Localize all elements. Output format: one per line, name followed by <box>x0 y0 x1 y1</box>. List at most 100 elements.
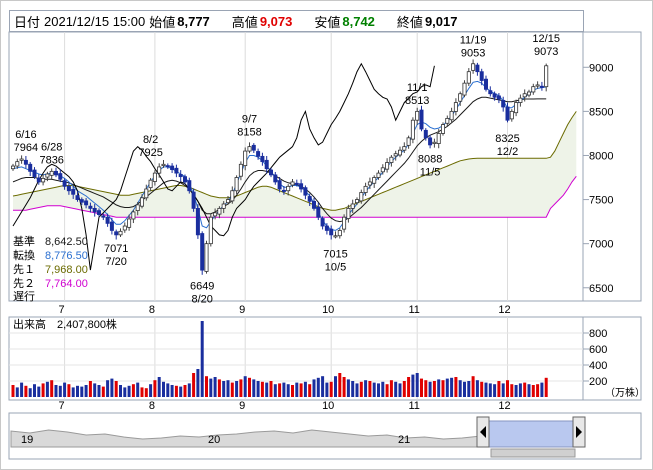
candle <box>436 129 441 149</box>
price-annotation: 11/1 <box>407 82 428 94</box>
volume-bar <box>226 380 230 397</box>
price-annotation: 8/20 <box>191 294 212 306</box>
candle-body <box>492 93 497 98</box>
volume-bar <box>295 382 299 397</box>
price-annotation: 9073 <box>534 46 558 58</box>
candle-body <box>376 172 381 178</box>
navigator-window[interactable] <box>484 420 577 448</box>
candle-body <box>342 216 347 230</box>
candle <box>393 150 398 161</box>
candle-body <box>251 144 256 151</box>
volume-bar <box>45 381 49 397</box>
candle-body <box>84 200 89 206</box>
candle <box>79 197 84 206</box>
candle <box>139 194 144 209</box>
volume-bar <box>514 385 518 397</box>
volume-bar <box>256 381 260 397</box>
navigator-year-label: 21 <box>398 434 410 446</box>
candle <box>238 161 243 181</box>
candle-body <box>54 170 59 176</box>
candle <box>324 223 329 235</box>
candle-body <box>423 129 428 139</box>
candle-body <box>359 192 364 202</box>
candle-body <box>208 216 213 245</box>
candle-body <box>518 97 523 103</box>
volume-bar <box>84 385 88 397</box>
candle-body <box>49 170 54 176</box>
candle-body <box>75 195 80 200</box>
volume-bar <box>377 383 380 397</box>
candle <box>397 146 402 158</box>
candle-body <box>45 173 50 178</box>
candle <box>505 102 510 123</box>
candle <box>187 177 192 194</box>
volume-bar <box>510 384 514 397</box>
datetime-value: 2021/12/15 15:00 <box>44 13 146 29</box>
candle-body <box>458 93 463 102</box>
volume-bar <box>106 380 110 397</box>
candle <box>277 176 282 193</box>
nav-right-handle[interactable] <box>572 416 586 448</box>
candle <box>483 75 488 92</box>
candle-body <box>204 243 209 272</box>
candle <box>320 216 325 230</box>
candle-body <box>187 180 192 192</box>
candle <box>148 177 153 192</box>
volume-bar <box>20 382 24 397</box>
candle-body <box>311 200 316 209</box>
volume-bar <box>200 321 204 397</box>
volume-bar <box>493 384 497 397</box>
volume-bar <box>454 377 458 397</box>
candle <box>217 206 222 219</box>
volume-bar <box>411 374 415 397</box>
candle <box>131 209 136 224</box>
candle-body <box>88 205 93 209</box>
volume-bar <box>88 381 92 397</box>
candle-body <box>170 165 175 170</box>
candle-body <box>195 207 200 236</box>
candle <box>195 204 200 239</box>
candle <box>135 201 140 216</box>
price-annotation: 12/2 <box>497 146 518 158</box>
candle-body <box>157 166 162 174</box>
chevron-left-icon <box>480 426 486 438</box>
candle <box>346 204 351 223</box>
tenkan-value: 8,776.50 <box>45 250 88 262</box>
candle-body <box>23 159 28 165</box>
candle <box>182 174 187 185</box>
candle-body <box>114 231 119 236</box>
candle <box>281 185 286 195</box>
candle-body <box>264 159 269 170</box>
candle <box>200 231 205 275</box>
candle <box>303 185 308 200</box>
candle-body <box>453 102 458 112</box>
close-value: 9,017 <box>424 13 458 29</box>
volume-bar <box>28 388 32 397</box>
candle <box>23 156 28 169</box>
volume-bar <box>50 380 54 397</box>
candle-body <box>230 190 235 202</box>
volume-bar <box>471 376 475 397</box>
volume-bar <box>157 377 161 397</box>
volume-bar <box>424 380 428 397</box>
volume-bar <box>114 381 118 397</box>
nav-scrollbar-thumb[interactable] <box>490 448 576 458</box>
candle-body <box>527 91 532 96</box>
navigator-selection[interactable] <box>484 420 577 448</box>
candle-body <box>131 211 136 220</box>
candle <box>170 163 175 174</box>
volume-bar <box>346 379 350 397</box>
volume-bar <box>488 383 492 397</box>
candle-body <box>479 71 484 81</box>
candle <box>432 138 437 148</box>
candle-body <box>320 218 325 227</box>
candle-body <box>286 185 291 192</box>
price-tick-label: 6500 <box>589 283 613 295</box>
nav-left-handle[interactable] <box>476 416 490 448</box>
volume-value: 2,407,800株 <box>57 317 117 331</box>
volume-bar <box>170 385 174 397</box>
candle <box>66 183 71 195</box>
candle-body <box>316 206 321 218</box>
volume-bar <box>325 382 329 397</box>
candle-body <box>432 141 437 144</box>
